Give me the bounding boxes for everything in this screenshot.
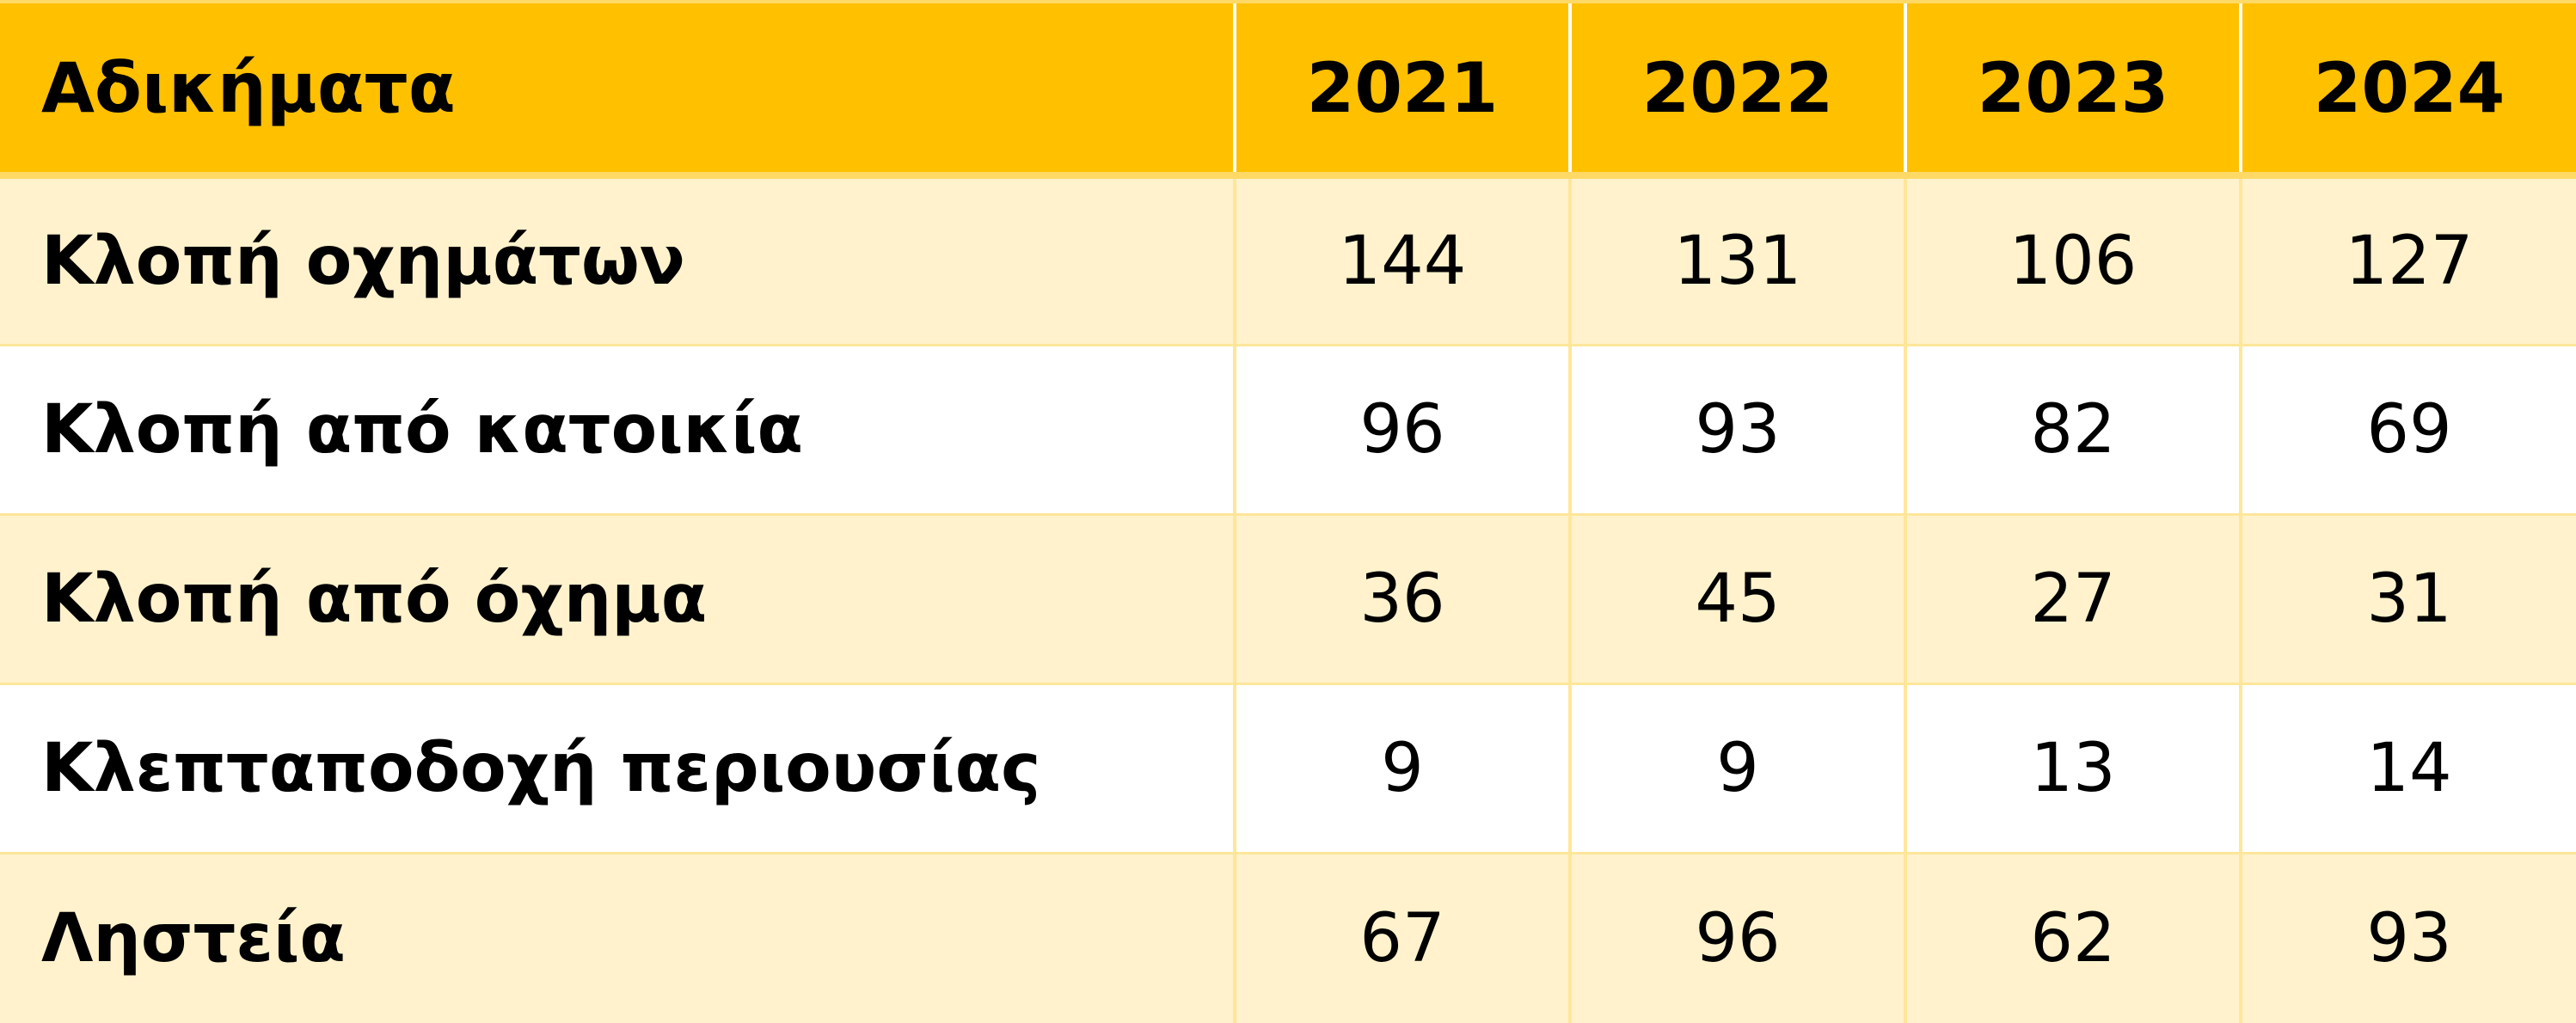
table-cell: 27 (1904, 512, 2241, 684)
row-label: Κλοπή οχημάτων (0, 174, 1235, 346)
table-cell: 93 (2239, 852, 2576, 1023)
table-cell: 14 (2239, 683, 2576, 854)
header-year-2024: 2024 (2239, 0, 2576, 179)
table-cell: 9 (1568, 683, 1905, 854)
table-cell: 67 (1233, 852, 1570, 1023)
table-row: Κλοπή οχημάτων 144 131 106 127 (0, 174, 2576, 346)
table-cell: 31 (2239, 512, 2576, 684)
header-year-2022: 2022 (1568, 0, 1905, 179)
table-cell: 45 (1568, 512, 1905, 684)
row-label: Ληστεία (0, 852, 1235, 1023)
table-row: Κλοπή από κατοικία 96 93 82 69 (0, 343, 2576, 515)
table-header-row: Αδικήματα 2021 2022 2023 2024 (0, 0, 2576, 179)
table-row: Κλεπταποδοχή περιουσίας 9 9 13 14 (0, 683, 2576, 854)
table-row: Κλοπή από όχημα 36 45 27 31 (0, 512, 2576, 684)
table-cell: 13 (1904, 683, 2241, 854)
row-label: Κλεπταποδοχή περιουσίας (0, 683, 1235, 854)
table-cell: 131 (1568, 174, 1905, 346)
table-row: Ληστεία 67 96 62 93 (0, 852, 2576, 1023)
table-cell: 62 (1904, 852, 2241, 1023)
table-cell: 69 (2239, 343, 2576, 515)
table-cell: 127 (2239, 174, 2576, 346)
table-cell: 9 (1233, 683, 1570, 854)
table-cell: 96 (1233, 343, 1570, 515)
table-cell: 144 (1233, 174, 1570, 346)
table-cell: 36 (1233, 512, 1570, 684)
table-cell: 106 (1904, 174, 2241, 346)
row-label: Κλοπή από όχημα (0, 512, 1235, 684)
header-year-2021: 2021 (1233, 0, 1570, 179)
header-year-2023: 2023 (1904, 0, 2241, 179)
header-offenses: Αδικήματα (0, 0, 1235, 179)
table-cell: 82 (1904, 343, 2241, 515)
table-cell: 96 (1568, 852, 1905, 1023)
table-cell: 93 (1568, 343, 1905, 515)
row-label: Κλοπή από κατοικία (0, 343, 1235, 515)
